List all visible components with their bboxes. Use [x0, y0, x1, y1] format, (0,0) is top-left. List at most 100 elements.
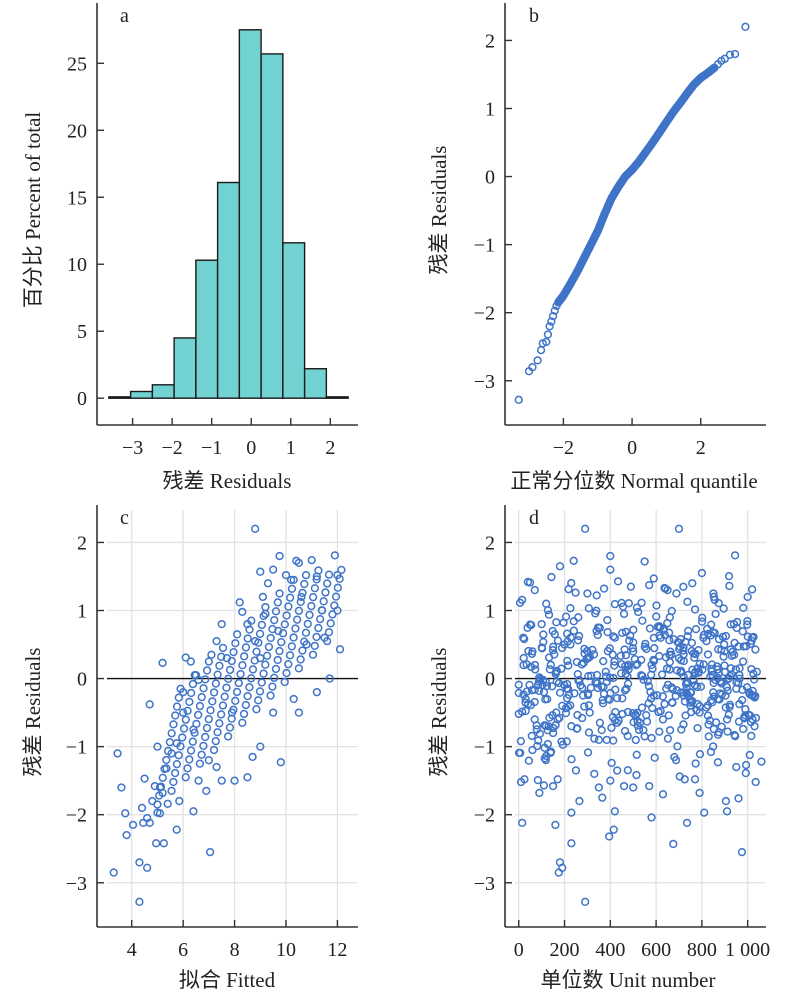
unit-point: [569, 617, 578, 626]
unit-point: [732, 623, 741, 633]
fitted-point: [232, 630, 242, 639]
unit-point: [658, 790, 668, 799]
fitted-point: [169, 720, 178, 729]
panel-b: −2 0 2 −3 −2 −1 0 1 2 b 正常分位数 Normal quantile 残差…: [427, 3, 766, 493]
fitted-point: [238, 607, 247, 617]
unit-point: [584, 604, 593, 613]
fitted-point: [208, 697, 217, 706]
fitted-point: [286, 575, 296, 585]
unit-point: [629, 718, 638, 727]
unit-point: [523, 699, 533, 709]
fitted-point: [236, 669, 245, 679]
unit-point: [646, 694, 656, 703]
fitted-point: [194, 776, 203, 785]
fitted-point: [266, 633, 275, 643]
unit-point: [676, 666, 686, 676]
unit-point: [563, 656, 572, 666]
fitted-point: [217, 776, 226, 785]
unit-point: [724, 572, 734, 581]
unit-point: [707, 660, 717, 669]
unit-point: [730, 730, 739, 740]
unit-point: [601, 667, 610, 676]
fitted-point: [286, 593, 295, 602]
fitted-point: [261, 602, 270, 612]
x-tick-label: 800: [687, 939, 717, 961]
unit-point: [567, 755, 576, 764]
fitted-point: [207, 650, 216, 659]
fitted-point: [284, 602, 293, 611]
fitted-point: [248, 665, 258, 674]
fitted-point: [310, 584, 320, 593]
unit-point: [542, 599, 551, 608]
unit-point: [642, 711, 651, 720]
fitted-point: [204, 756, 214, 765]
qq-point: [542, 337, 551, 347]
unit-point: [575, 796, 584, 806]
unit-point: [647, 813, 656, 822]
unit-point: [621, 627, 631, 637]
fitted-point: [186, 657, 196, 666]
fitted-point: [183, 764, 192, 773]
unit-point: [534, 736, 543, 745]
unit-point: [533, 775, 542, 785]
unit-point: [540, 754, 549, 763]
unit-point: [709, 692, 719, 701]
unit-point: [679, 582, 688, 591]
unit-point: [693, 723, 702, 733]
unit-point: [691, 624, 701, 634]
unit-point: [695, 788, 704, 798]
fitted-point: [324, 570, 334, 579]
fitted-point: [271, 664, 281, 674]
fitted-point: [172, 702, 182, 711]
unit-point: [662, 684, 671, 693]
fitted-point: [312, 688, 322, 697]
unit-point: [655, 631, 664, 640]
unit-point: [527, 731, 536, 741]
unit-point: [626, 582, 636, 591]
unit-point: [734, 717, 744, 726]
unit-point: [553, 636, 563, 645]
unit-point: [650, 643, 659, 653]
unit-point: [749, 632, 758, 642]
unit-point: [645, 781, 654, 791]
fitted-point: [247, 674, 256, 683]
unit-point: [610, 661, 619, 670]
unit-point: [645, 624, 655, 633]
x-tick-label: 8: [230, 939, 240, 961]
unit-point: [545, 713, 554, 722]
fitted-point: [223, 732, 233, 741]
unit-point: [562, 679, 572, 689]
unit-point: [533, 741, 542, 751]
fitted-point: [151, 839, 161, 848]
unit-point: [684, 626, 693, 636]
y-tick-label: 1: [485, 601, 495, 623]
unit-point: [571, 588, 580, 597]
qq-point: [533, 356, 542, 365]
fitted-points: [109, 524, 346, 906]
unit-point: [686, 698, 695, 707]
unit-point: [619, 609, 629, 619]
unit-point: [590, 734, 599, 743]
fitted-point: [268, 682, 277, 691]
fitted-point: [277, 638, 286, 647]
unit-point: [605, 695, 614, 704]
fitted-point: [199, 741, 208, 750]
fitted-point: [212, 762, 221, 772]
unit-point: [637, 703, 647, 712]
fitted-point: [333, 583, 342, 592]
fitted-point: [275, 551, 284, 561]
unit-point: [530, 660, 540, 670]
fitted-point: [234, 678, 243, 688]
unit-point: [699, 660, 708, 669]
fitted-point: [185, 697, 194, 707]
unit-point: [524, 646, 533, 656]
fitted-point: [201, 732, 210, 742]
unit-point: [639, 725, 648, 735]
unit-point: [714, 668, 723, 678]
y-tick-label: −2: [66, 805, 87, 827]
unit-point: [580, 897, 590, 906]
unit-point: [703, 711, 713, 720]
unit-point: [633, 708, 642, 717]
unit-point: [730, 551, 740, 560]
fitted-point: [259, 669, 268, 678]
